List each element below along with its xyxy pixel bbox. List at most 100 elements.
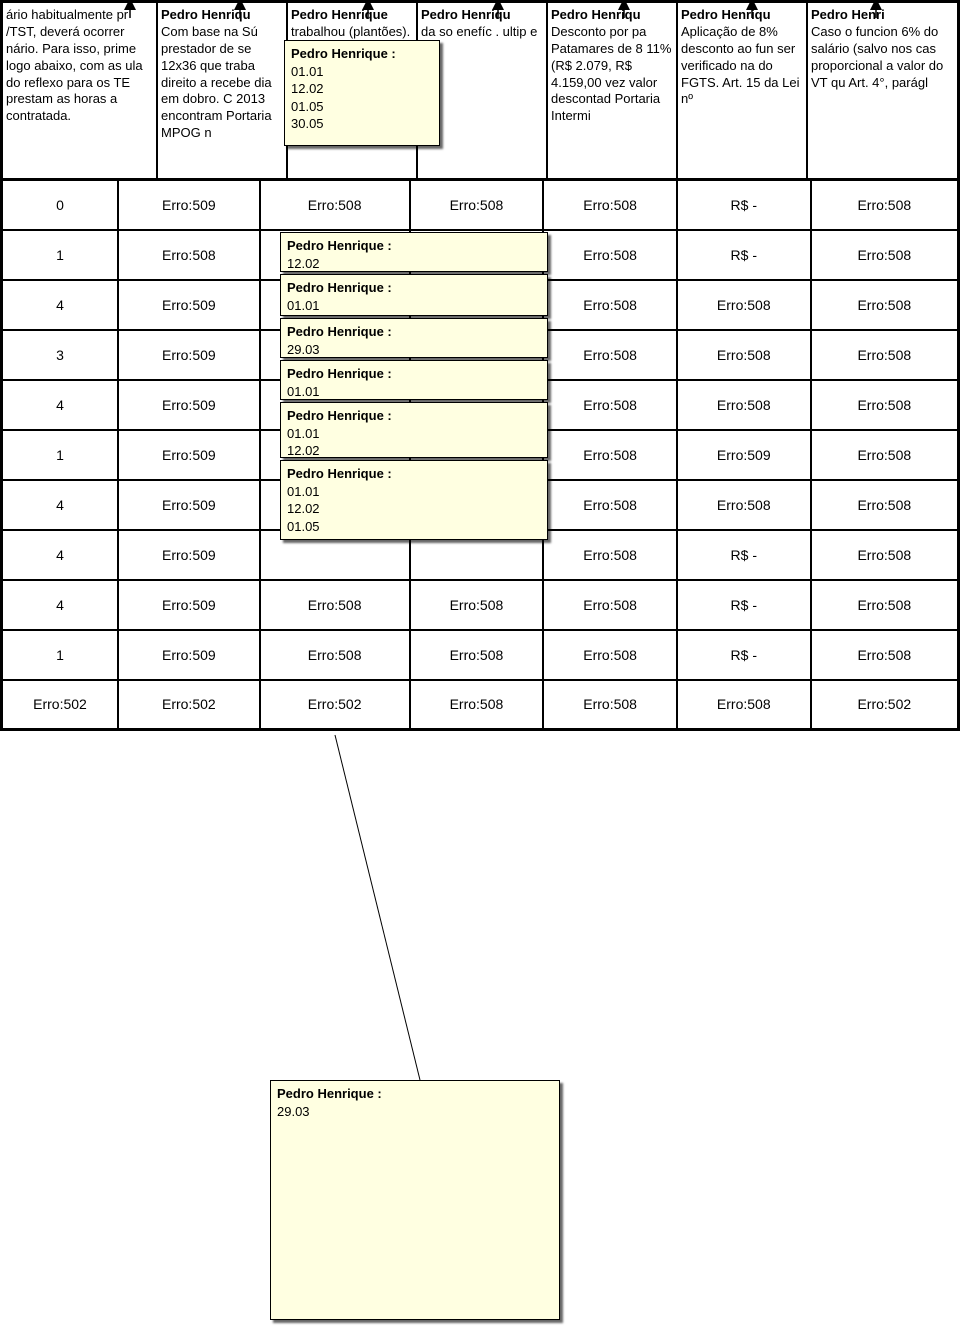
table-cell[interactable]: Erro:508 — [543, 380, 677, 430]
comment-line: 01.01 — [287, 383, 541, 400]
table-cell[interactable]: Erro:508 — [811, 630, 959, 680]
table-cell[interactable]: Erro:508 — [410, 680, 544, 730]
table-cell[interactable]: Erro:508 — [677, 480, 811, 530]
table-row: Erro:502Erro:502Erro:502Erro:508Erro:508… — [2, 680, 959, 730]
table-row: 1Erro:509Erro:508Erro:508Erro:508R$ -Err… — [2, 630, 959, 680]
comment-line: 12.02 — [291, 80, 433, 98]
table-cell[interactable]: Erro:508 — [811, 580, 959, 630]
header-content: ário habitualmente pr /TST, deverá ocorr… — [6, 7, 153, 125]
table-cell[interactable]: 4 — [2, 280, 118, 330]
comment-box[interactable]: Pedro Henrique :29.03 — [280, 318, 548, 358]
table-cell[interactable]: 0 — [2, 180, 118, 230]
table-cell[interactable]: Erro:508 — [410, 180, 544, 230]
comment-box[interactable]: Pedro Henrique :01.0112.0201.0530.05 — [280, 460, 548, 540]
table-cell[interactable]: 4 — [2, 480, 118, 530]
comment-line: 12.02 — [287, 442, 541, 458]
comment-author: Pedro Henrique : — [287, 279, 541, 297]
table-cell[interactable]: Erro:508 — [118, 230, 260, 280]
table-cell[interactable]: Erro:508 — [410, 580, 544, 630]
comment-author: Pedro Henrique : — [277, 1085, 553, 1103]
comment-line: 29.03 — [287, 341, 541, 358]
comment-box[interactable]: Pedro Henrique :29.03 — [270, 1080, 560, 1320]
comment-line: 01.05 — [287, 518, 541, 536]
table-cell[interactable]: Erro:502 — [811, 680, 959, 730]
table-cell[interactable]: Erro:509 — [677, 430, 811, 480]
table-row: 0Erro:509Erro:508Erro:508Erro:508R$ -Err… — [2, 180, 959, 230]
table-cell[interactable]: Erro:508 — [543, 630, 677, 680]
table-cell[interactable]: Erro:502 — [2, 680, 118, 730]
table-cell[interactable]: Erro:508 — [260, 580, 410, 630]
table-cell[interactable]: R$ - — [677, 630, 811, 680]
table-cell[interactable]: Erro:509 — [118, 430, 260, 480]
header-cell-5: Pedro HenriquAplicação de 8% desconto ao… — [678, 3, 808, 178]
table-cell[interactable]: Erro:508 — [811, 230, 959, 280]
header-content: Com base na Sú prestador de se 12x36 que… — [161, 24, 283, 142]
table-cell[interactable]: Erro:509 — [118, 580, 260, 630]
table-cell[interactable]: Erro:508 — [543, 280, 677, 330]
table-cell[interactable]: Erro:508 — [543, 430, 677, 480]
table-cell[interactable]: Erro:508 — [677, 680, 811, 730]
comment-author: Pedro Henrique : — [287, 237, 541, 255]
table-cell[interactable]: 1 — [2, 230, 118, 280]
table-cell[interactable]: Erro:509 — [118, 280, 260, 330]
table-cell[interactable]: Erro:509 — [118, 630, 260, 680]
header-cell-0: ário habitualmente pr /TST, deverá ocorr… — [3, 3, 158, 178]
comment-box[interactable]: Pedro Henrique :12.02 — [280, 232, 548, 272]
comment-line: 01.01 — [287, 483, 541, 501]
header-author: Pedro Henriqu — [161, 7, 283, 24]
table-cell[interactable]: Erro:509 — [118, 530, 260, 580]
table-cell[interactable]: Erro:508 — [410, 630, 544, 680]
header-author: Pedro Henrique — [291, 7, 413, 24]
comment-author: Pedro Henrique : — [287, 407, 541, 425]
table-cell[interactable]: Erro:508 — [811, 530, 959, 580]
table-cell[interactable]: 1 — [2, 430, 118, 480]
header-content: trabalhou (plantões). — [291, 24, 413, 41]
table-cell[interactable]: Erro:508 — [543, 230, 677, 280]
table-cell[interactable]: Erro:502 — [118, 680, 260, 730]
table-cell[interactable]: Erro:508 — [677, 380, 811, 430]
table-cell[interactable]: Erro:508 — [811, 180, 959, 230]
table-cell[interactable]: Erro:508 — [543, 330, 677, 380]
comment-box[interactable]: Pedro Henrique :01.01 — [280, 274, 548, 316]
comment-line: 01.01 — [287, 297, 541, 315]
header-cell-1: Pedro HenriquCom base na Sú prestador de… — [158, 3, 288, 178]
comment-author: Pedro Henrique : — [287, 323, 541, 341]
table-cell[interactable]: Erro:508 — [677, 330, 811, 380]
table-cell[interactable]: 4 — [2, 580, 118, 630]
table-cell[interactable]: Erro:509 — [118, 180, 260, 230]
table-cell[interactable]: Erro:508 — [543, 530, 677, 580]
table-cell[interactable]: Erro:509 — [118, 330, 260, 380]
table-cell[interactable]: 4 — [2, 380, 118, 430]
header-author: Pedro Henri — [811, 7, 945, 24]
table-cell[interactable]: R$ - — [677, 180, 811, 230]
table-cell[interactable]: R$ - — [677, 230, 811, 280]
comment-author: Pedro Henrique : — [291, 45, 433, 63]
table-cell[interactable]: Erro:508 — [260, 180, 410, 230]
table-cell[interactable]: Erro:508 — [543, 680, 677, 730]
table-cell[interactable]: Erro:508 — [260, 630, 410, 680]
table-cell[interactable]: Erro:508 — [677, 280, 811, 330]
table-row: 4Erro:509Erro:508Erro:508Erro:508R$ -Err… — [2, 580, 959, 630]
table-cell[interactable]: Erro:508 — [543, 180, 677, 230]
table-cell[interactable]: Erro:502 — [260, 680, 410, 730]
comment-box[interactable]: Pedro Henrique :01.0112.02 — [280, 402, 548, 458]
table-cell[interactable]: R$ - — [677, 530, 811, 580]
table-cell[interactable]: Erro:508 — [811, 480, 959, 530]
comment-box[interactable]: Pedro Henrique :01.01 — [280, 360, 548, 400]
comment-box[interactable]: Pedro Henrique :01.0112.0201.0530.05 — [284, 40, 440, 146]
header-content: Aplicação de 8% desconto ao fun ser veri… — [681, 24, 803, 108]
table-cell[interactable]: Erro:509 — [118, 380, 260, 430]
table-cell[interactable]: Erro:508 — [543, 580, 677, 630]
table-cell[interactable]: 3 — [2, 330, 118, 380]
table-cell[interactable]: Erro:508 — [811, 380, 959, 430]
table-cell[interactable]: 4 — [2, 530, 118, 580]
table-cell[interactable]: R$ - — [677, 580, 811, 630]
table-cell[interactable]: Erro:508 — [811, 430, 959, 480]
table-cell[interactable]: Erro:509 — [118, 480, 260, 530]
comment-line: 12.02 — [287, 255, 541, 272]
table-cell[interactable]: Erro:508 — [811, 280, 959, 330]
table-cell[interactable]: Erro:508 — [811, 330, 959, 380]
table-cell[interactable]: 1 — [2, 630, 118, 680]
header-cell-4: Pedro HenriquDesconto por pa Patamares d… — [548, 3, 678, 178]
table-cell[interactable]: Erro:508 — [543, 480, 677, 530]
